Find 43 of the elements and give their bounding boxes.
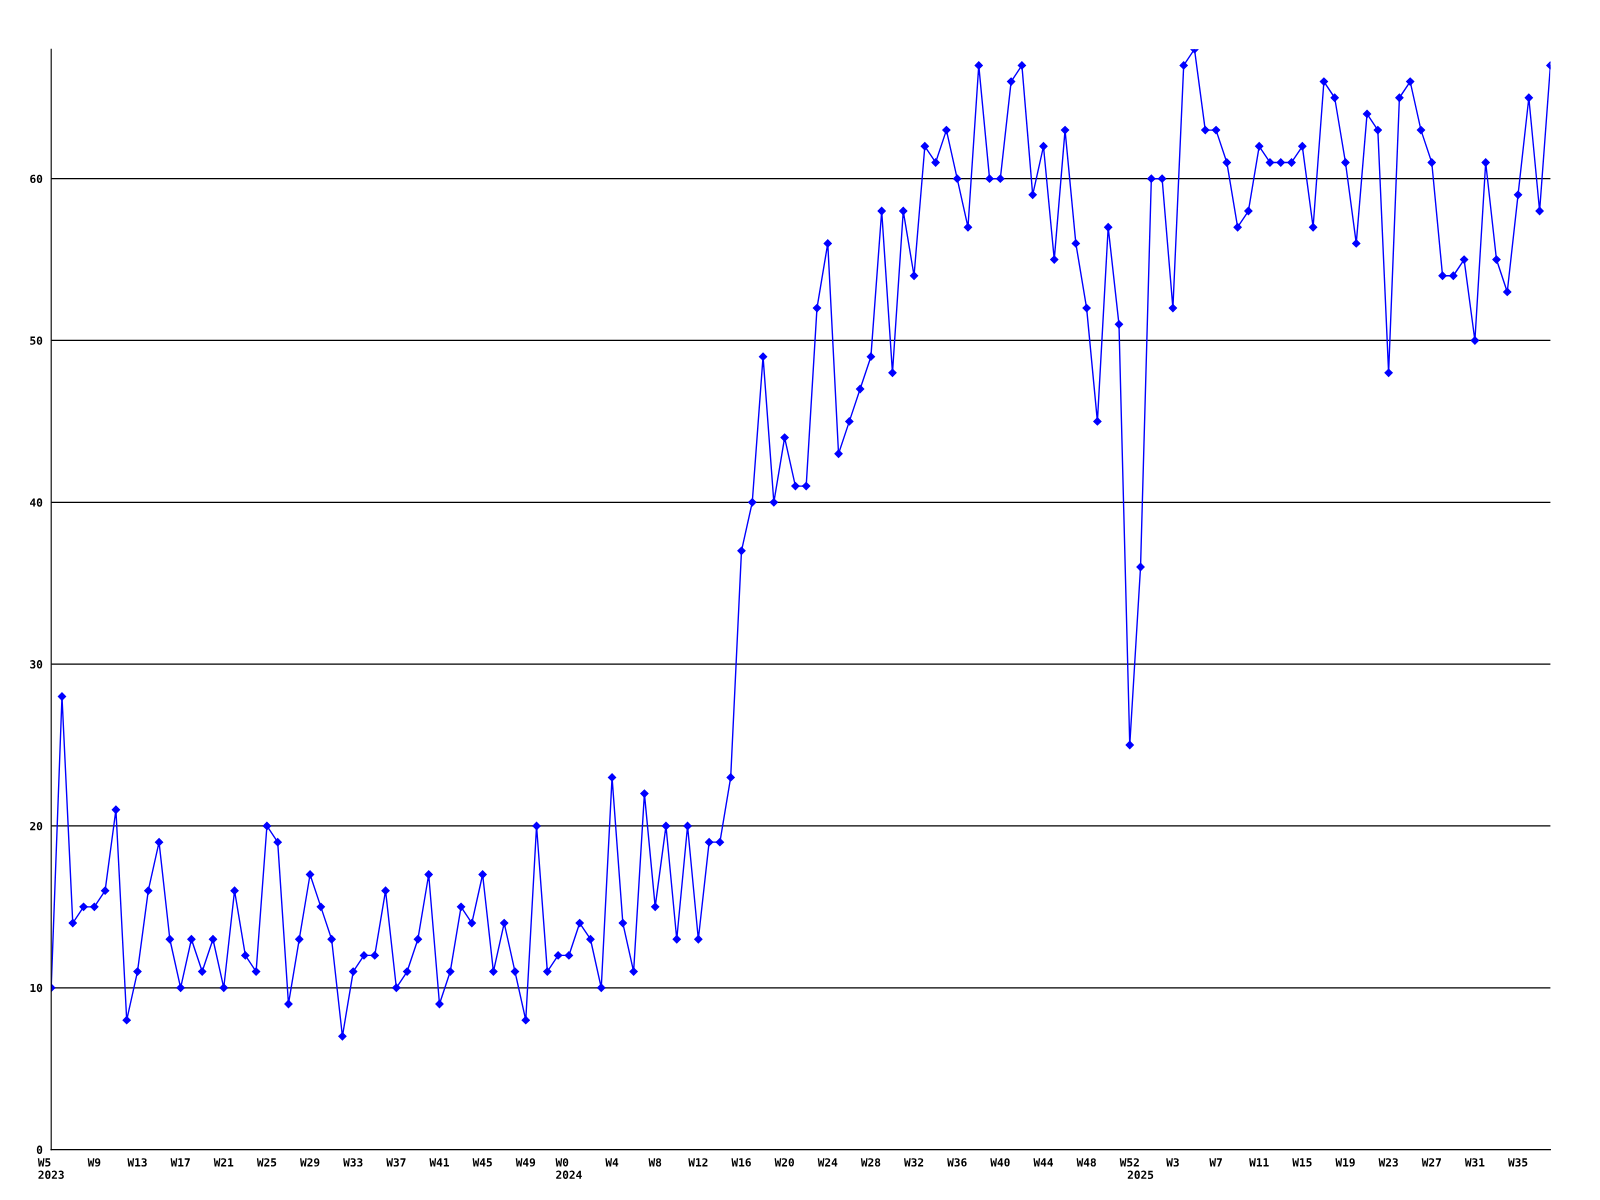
x-tick-label: W8 (648, 1158, 662, 1167)
x-tick-label: W40 (990, 1158, 1010, 1167)
x-tick-label: W49 (515, 1158, 536, 1167)
x-tick-label: W16 (731, 1158, 751, 1167)
x-tick-label: W21 (213, 1158, 234, 1167)
x-tick-label: W32 (904, 1158, 924, 1167)
x-tick-label: W31 (1464, 1158, 1485, 1167)
x-tick-label: W7 (1209, 1158, 1222, 1167)
y-tick-label: 60 (30, 174, 43, 184)
x-tick-label: W27 (1421, 1158, 1441, 1167)
x-tick-label: W17 (170, 1158, 190, 1167)
x-tick-label: W24 (817, 1158, 838, 1167)
x-tick-label: W12 (688, 1158, 708, 1167)
x-tick-label: W11 (1249, 1158, 1269, 1167)
y-tick-label: 20 (30, 821, 43, 831)
x-tick-label: W28 (860, 1158, 881, 1167)
x-tick-label: W52 (1119, 1158, 1139, 1167)
x-tick-label: W41 (429, 1158, 449, 1167)
x-tick-label: W25 (256, 1158, 277, 1167)
y-tick-label: 30 (30, 660, 43, 669)
x-tick-label: W5 2023 (37, 1158, 64, 1179)
x-tick-label: W19 (1335, 1158, 1355, 1167)
y-tick-label: 50 (30, 336, 43, 345)
x-tick-label: W20 (774, 1158, 794, 1167)
x-tick-label: W33 (343, 1158, 363, 1167)
x-tick-label: W29 (300, 1158, 320, 1167)
x-tick-label: W0 2024 (555, 1158, 582, 1179)
x-tick-label: 2025 (1127, 1170, 1154, 1179)
y-tick-label: 40 (30, 498, 43, 507)
x-tick-label: W15 (1292, 1158, 1312, 1167)
x-tick-label: W35 (1508, 1158, 1528, 1167)
y-tick-label: 10 (30, 983, 43, 993)
x-tick-label: W45 (472, 1158, 492, 1167)
y-tick-label: 0 (36, 1145, 43, 1154)
x-tick-label: W13 (127, 1158, 147, 1167)
x-tick-label: W36 (947, 1158, 967, 1167)
x-tick-label: W9 (87, 1158, 101, 1167)
x-tick-label: W37 (386, 1158, 406, 1167)
x-tick-label: W3 (1166, 1158, 1179, 1167)
x-tick-label: W48 (1076, 1158, 1096, 1167)
x-tick-label: W4 (605, 1158, 619, 1167)
x-tick-label: W44 (1033, 1158, 1054, 1167)
x-tick-label: W23 (1378, 1158, 1398, 1167)
